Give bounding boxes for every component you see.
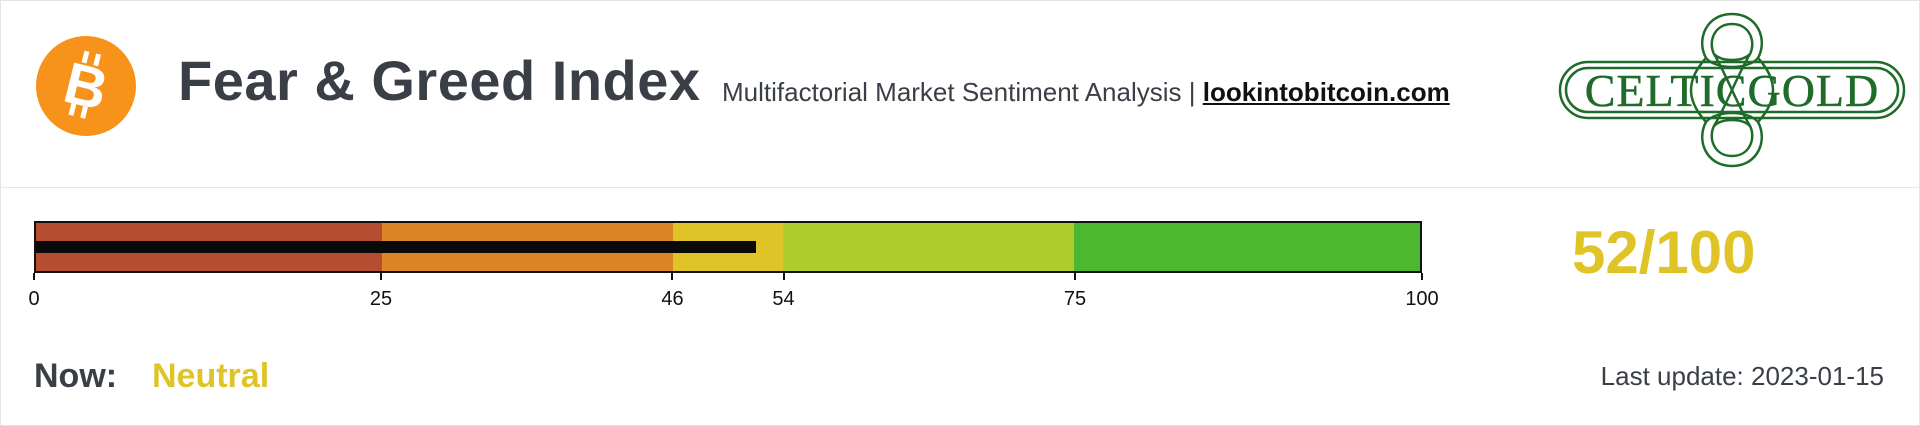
gauge-tick-mark — [33, 273, 35, 280]
celtic-gold-logo: CELTICGOLD — [1558, 12, 1906, 168]
last-update: Last update: 2023-01-15 — [1600, 361, 1884, 391]
subtitle-text: Multifactorial Market Sentiment Analysis… — [722, 77, 1196, 107]
header-divider — [0, 187, 1920, 188]
gauge-tick-mark — [671, 273, 674, 280]
gauge-needle — [36, 241, 756, 253]
gauge-tick-label: 0 — [28, 288, 40, 310]
fear-greed-gauge — [34, 221, 1422, 273]
gauge-tick-mark — [1074, 273, 1076, 280]
celtic-gold-wordmark: CELTICGOLD — [1585, 65, 1880, 116]
bitcoin-icon: B — [36, 36, 136, 136]
gauge-tick-mark — [1421, 273, 1423, 280]
subtitle: Multifactorial Market Sentiment Analysis… — [722, 77, 1450, 108]
source-link[interactable]: lookintobitcoin.com — [1202, 77, 1450, 107]
status-value: Neutral — [152, 357, 270, 395]
page-title: Fear & Greed Index — [178, 49, 701, 112]
gauge-zone-3 — [783, 223, 1074, 271]
gauge-tick-mark — [380, 273, 382, 280]
gauge-zone-4 — [1074, 223, 1420, 271]
gauge-tick-label: 25 — [369, 288, 393, 310]
gauge-tick-label: 100 — [1405, 288, 1439, 310]
score-value: 52/100 — [1572, 219, 1756, 286]
gauge-tick-mark — [782, 273, 785, 280]
gauge-tick-label: 46 — [661, 288, 684, 310]
gauge-tick-label: 54 — [772, 288, 795, 310]
gauge-tick-label: 75 — [1063, 288, 1087, 310]
status-label: Now: — [34, 357, 118, 395]
